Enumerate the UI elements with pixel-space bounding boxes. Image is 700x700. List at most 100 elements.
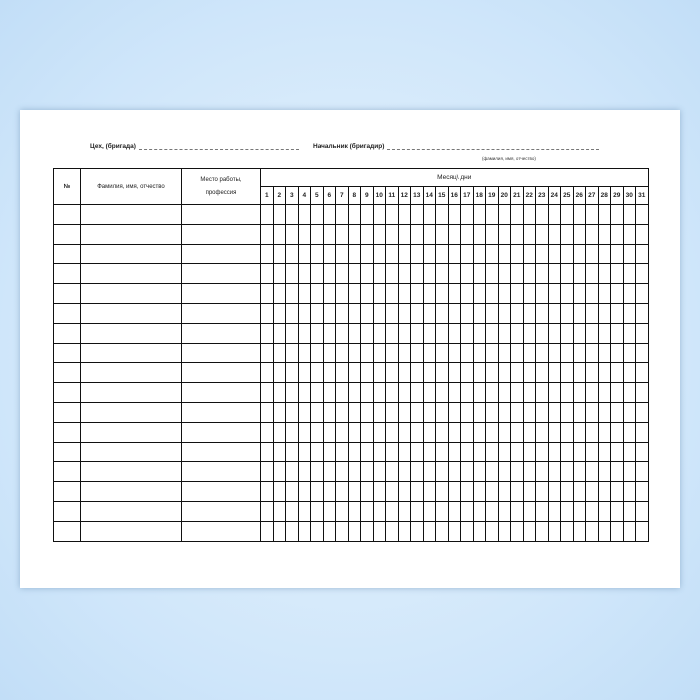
table-cell[interactable] bbox=[372, 263, 386, 285]
table-cell[interactable] bbox=[53, 481, 81, 502]
table-cell[interactable] bbox=[597, 401, 611, 423]
table-cell[interactable] bbox=[460, 520, 474, 542]
table-cell[interactable] bbox=[397, 223, 411, 245]
table-cell[interactable] bbox=[385, 263, 399, 285]
table-cell[interactable] bbox=[597, 520, 611, 542]
table-cell[interactable] bbox=[360, 382, 374, 403]
table-cell[interactable] bbox=[447, 500, 461, 522]
table-cell[interactable] bbox=[360, 500, 374, 522]
table-cell[interactable] bbox=[547, 204, 561, 225]
table-cell[interactable] bbox=[435, 243, 449, 265]
table-cell[interactable] bbox=[560, 401, 574, 423]
table-cell[interactable] bbox=[447, 302, 461, 324]
table-cell[interactable] bbox=[385, 441, 399, 463]
table-cell[interactable] bbox=[397, 342, 411, 364]
table-cell[interactable] bbox=[597, 223, 611, 245]
table-cell[interactable] bbox=[297, 302, 311, 324]
table-cell[interactable] bbox=[335, 223, 349, 245]
table-cell[interactable] bbox=[635, 520, 649, 542]
table-cell[interactable] bbox=[410, 520, 424, 542]
table-cell[interactable] bbox=[572, 441, 586, 463]
table-cell[interactable] bbox=[485, 481, 499, 502]
table-cell[interactable] bbox=[385, 520, 399, 542]
table-cell[interactable] bbox=[285, 441, 299, 463]
table-cell[interactable] bbox=[622, 421, 636, 443]
table-cell[interactable] bbox=[53, 302, 81, 324]
table-cell[interactable] bbox=[53, 263, 81, 285]
table-cell[interactable] bbox=[597, 382, 611, 403]
table-cell[interactable] bbox=[572, 481, 586, 502]
table-cell[interactable] bbox=[460, 204, 474, 225]
table-cell[interactable] bbox=[297, 481, 311, 502]
table-cell[interactable] bbox=[510, 481, 524, 502]
table-cell[interactable] bbox=[372, 322, 386, 344]
table-cell[interactable] bbox=[260, 401, 274, 423]
table-cell[interactable] bbox=[80, 302, 182, 324]
table-cell[interactable] bbox=[497, 342, 511, 364]
table-cell[interactable] bbox=[297, 204, 311, 225]
table-cell[interactable] bbox=[335, 382, 349, 403]
table-cell[interactable] bbox=[347, 481, 361, 502]
table-cell[interactable] bbox=[635, 500, 649, 522]
table-cell[interactable] bbox=[472, 223, 486, 245]
table-cell[interactable] bbox=[285, 481, 299, 502]
table-cell[interactable] bbox=[435, 401, 449, 423]
table-cell[interactable] bbox=[597, 283, 611, 304]
table-cell[interactable] bbox=[335, 263, 349, 285]
table-cell[interactable] bbox=[310, 243, 324, 265]
table-cell[interactable] bbox=[310, 342, 324, 364]
table-cell[interactable] bbox=[635, 204, 649, 225]
table-cell[interactable] bbox=[497, 382, 511, 403]
table-cell[interactable] bbox=[397, 520, 411, 542]
table-cell[interactable] bbox=[447, 382, 461, 403]
table-cell[interactable] bbox=[447, 401, 461, 423]
table-cell[interactable] bbox=[385, 481, 399, 502]
table-cell[interactable] bbox=[272, 263, 286, 285]
table-cell[interactable] bbox=[460, 243, 474, 265]
table-cell[interactable] bbox=[272, 204, 286, 225]
table-cell[interactable] bbox=[385, 322, 399, 344]
table-cell[interactable] bbox=[372, 500, 386, 522]
table-cell[interactable] bbox=[272, 342, 286, 364]
table-cell[interactable] bbox=[472, 481, 486, 502]
table-cell[interactable] bbox=[297, 283, 311, 304]
table-cell[interactable] bbox=[347, 263, 361, 285]
table-cell[interactable] bbox=[522, 500, 536, 522]
table-cell[interactable] bbox=[597, 243, 611, 265]
table-cell[interactable] bbox=[335, 342, 349, 364]
table-cell[interactable] bbox=[310, 382, 324, 403]
table-cell[interactable] bbox=[597, 441, 611, 463]
table-cell[interactable] bbox=[360, 322, 374, 344]
table-cell[interactable] bbox=[80, 263, 182, 285]
table-cell[interactable] bbox=[460, 500, 474, 522]
table-cell[interactable] bbox=[635, 322, 649, 344]
table-cell[interactable] bbox=[435, 362, 449, 384]
table-cell[interactable] bbox=[522, 481, 536, 502]
table-cell[interactable] bbox=[260, 461, 274, 483]
table-cell[interactable] bbox=[53, 421, 81, 443]
table-cell[interactable] bbox=[285, 243, 299, 265]
table-cell[interactable] bbox=[585, 421, 599, 443]
table-cell[interactable] bbox=[597, 461, 611, 483]
table-cell[interactable] bbox=[460, 421, 474, 443]
table-cell[interactable] bbox=[422, 421, 436, 443]
table-cell[interactable] bbox=[485, 362, 499, 384]
table-cell[interactable] bbox=[622, 481, 636, 502]
table-cell[interactable] bbox=[610, 441, 624, 463]
table-cell[interactable] bbox=[385, 283, 399, 304]
table-cell[interactable] bbox=[572, 342, 586, 364]
table-cell[interactable] bbox=[360, 481, 374, 502]
table-cell[interactable] bbox=[472, 322, 486, 344]
table-cell[interactable] bbox=[472, 263, 486, 285]
table-cell[interactable] bbox=[285, 302, 299, 324]
table-cell[interactable] bbox=[635, 283, 649, 304]
table-cell[interactable] bbox=[635, 302, 649, 324]
table-cell[interactable] bbox=[335, 302, 349, 324]
table-cell[interactable] bbox=[297, 243, 311, 265]
table-cell[interactable] bbox=[560, 441, 574, 463]
table-cell[interactable] bbox=[435, 302, 449, 324]
table-cell[interactable] bbox=[360, 302, 374, 324]
table-cell[interactable] bbox=[597, 421, 611, 443]
table-cell[interactable] bbox=[372, 204, 386, 225]
table-cell[interactable] bbox=[485, 382, 499, 403]
